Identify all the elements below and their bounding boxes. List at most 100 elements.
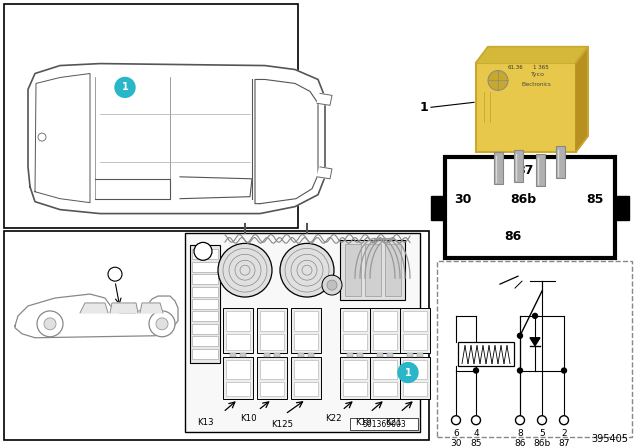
Circle shape — [322, 275, 342, 295]
Text: 5: 5 — [539, 429, 545, 438]
Bar — [192, 274, 218, 284]
Bar — [4, 232, 429, 440]
Circle shape — [327, 280, 337, 290]
Bar — [400, 357, 430, 399]
Text: 1: 1 — [122, 82, 129, 92]
Polygon shape — [15, 294, 178, 338]
Circle shape — [518, 333, 522, 338]
Text: 1: 1 — [404, 367, 412, 378]
Circle shape — [518, 368, 522, 373]
Bar — [260, 334, 284, 350]
Bar — [373, 334, 397, 350]
Polygon shape — [28, 64, 325, 214]
Bar — [294, 334, 318, 350]
Circle shape — [156, 318, 168, 330]
Bar — [536, 154, 545, 186]
Text: 30: 30 — [451, 439, 461, 448]
Circle shape — [559, 416, 568, 425]
Polygon shape — [317, 167, 332, 179]
Bar — [257, 308, 287, 353]
Bar — [556, 146, 565, 178]
Circle shape — [149, 311, 175, 337]
Bar — [417, 353, 423, 357]
Bar — [192, 250, 218, 259]
Bar — [343, 334, 367, 350]
Bar — [343, 311, 367, 331]
Circle shape — [561, 368, 566, 373]
Bar — [343, 360, 367, 379]
Circle shape — [108, 267, 122, 281]
Bar — [514, 150, 523, 182]
Bar — [226, 383, 250, 396]
Circle shape — [398, 362, 418, 383]
Bar — [347, 353, 353, 357]
Bar — [294, 311, 318, 331]
Text: K125: K125 — [271, 420, 293, 429]
Text: 8: 8 — [517, 429, 523, 438]
Bar — [226, 334, 250, 350]
Text: 1: 1 — [200, 246, 206, 256]
Bar — [291, 357, 321, 399]
Circle shape — [538, 416, 547, 425]
Circle shape — [488, 70, 508, 90]
Polygon shape — [476, 47, 588, 63]
Bar — [365, 244, 381, 296]
Bar — [260, 360, 284, 379]
Bar — [340, 357, 370, 399]
Bar — [458, 342, 514, 366]
Polygon shape — [140, 303, 163, 313]
Bar — [407, 353, 413, 357]
Text: 87: 87 — [516, 164, 534, 177]
Text: 395405: 395405 — [591, 434, 628, 444]
Text: Electronics: Electronics — [521, 82, 551, 87]
Circle shape — [472, 416, 481, 425]
Bar — [476, 63, 576, 152]
Bar — [494, 152, 503, 184]
Bar — [370, 357, 400, 399]
Polygon shape — [110, 303, 138, 313]
Bar — [298, 353, 304, 357]
Bar — [257, 357, 287, 399]
Bar — [403, 311, 427, 331]
Text: 86: 86 — [515, 439, 525, 448]
Circle shape — [451, 416, 461, 425]
Text: 2: 2 — [561, 429, 567, 438]
Text: K22: K22 — [324, 414, 341, 423]
Text: 86b: 86b — [533, 439, 550, 448]
Bar — [260, 311, 284, 331]
Text: 30: 30 — [454, 193, 472, 206]
Text: 1: 1 — [420, 101, 428, 114]
Circle shape — [115, 78, 135, 97]
Bar — [308, 353, 314, 357]
Text: 6: 6 — [453, 429, 459, 438]
Text: 1: 1 — [112, 270, 118, 279]
Bar — [400, 308, 430, 353]
Text: 1 365: 1 365 — [533, 65, 549, 70]
Circle shape — [194, 242, 212, 260]
Text: K19: K19 — [355, 418, 371, 426]
Bar — [370, 308, 400, 353]
Bar — [192, 324, 218, 334]
Bar — [294, 383, 318, 396]
Bar — [192, 349, 218, 358]
Bar — [345, 244, 361, 296]
Bar — [192, 336, 218, 346]
Circle shape — [280, 243, 334, 297]
Bar — [340, 308, 370, 353]
Bar — [291, 308, 321, 353]
Bar — [223, 308, 253, 353]
Circle shape — [38, 133, 46, 141]
Circle shape — [474, 368, 479, 373]
Bar — [190, 246, 220, 362]
Polygon shape — [530, 338, 540, 346]
Bar — [373, 360, 397, 379]
Bar — [437, 261, 632, 437]
Text: 86b: 86b — [510, 193, 536, 206]
Bar — [185, 233, 420, 432]
Bar — [387, 353, 393, 357]
Bar — [230, 353, 236, 357]
Bar — [373, 383, 397, 396]
Polygon shape — [80, 303, 108, 313]
Bar — [340, 241, 405, 300]
Bar — [223, 357, 253, 399]
